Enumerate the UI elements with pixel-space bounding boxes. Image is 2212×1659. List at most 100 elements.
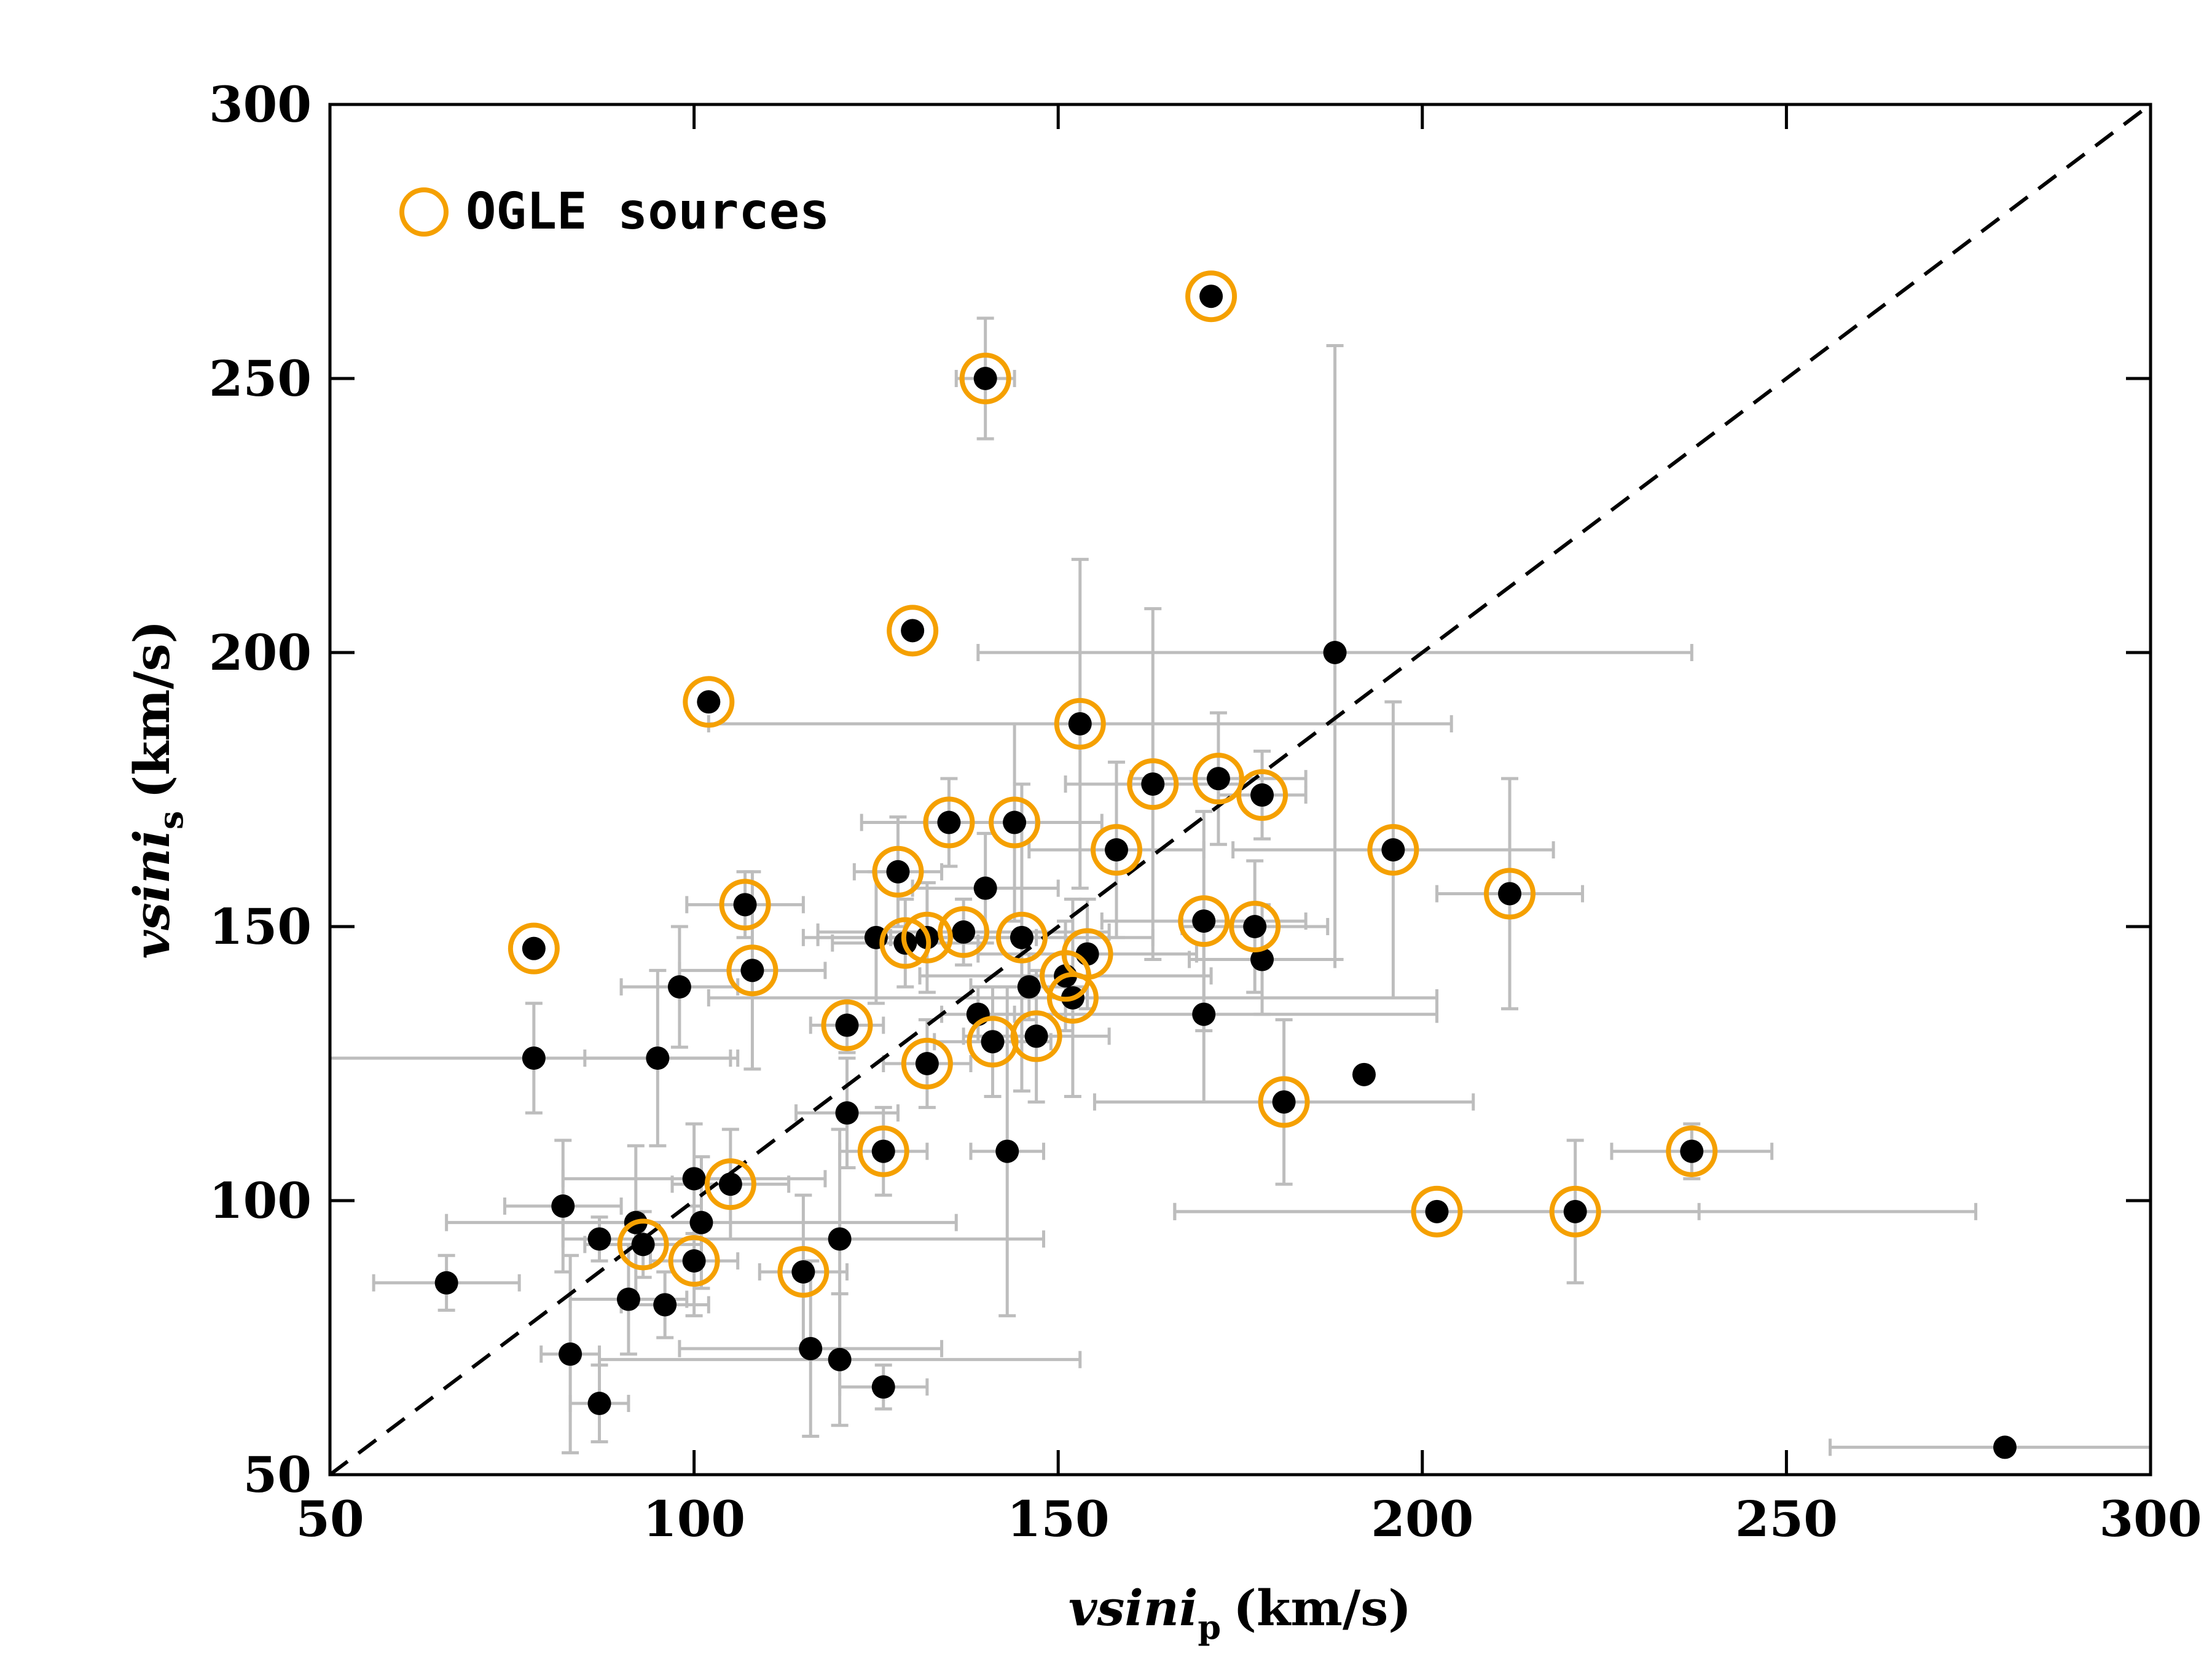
data-point — [559, 1342, 582, 1366]
x-tick-label: 250 — [1735, 1490, 1838, 1548]
y-tick-label: 150 — [209, 898, 312, 955]
ogle-ring — [857, 1125, 909, 1177]
data-point — [1192, 1002, 1216, 1026]
ogle-ring — [726, 944, 779, 997]
y-axis-title-sub: s — [151, 811, 190, 830]
ogle-ring — [1236, 769, 1288, 821]
ogle-ring — [668, 1235, 720, 1287]
ogle-ring — [938, 906, 990, 958]
plot-frame — [328, 103, 2152, 1477]
y-axis-title-units: (km/s) — [123, 621, 181, 799]
x-tick-label: 50 — [296, 1490, 364, 1548]
x-tick-label: 150 — [1007, 1490, 1110, 1548]
data-point — [653, 1293, 677, 1317]
data-point — [915, 1052, 939, 1075]
ogle-ring — [901, 1038, 953, 1089]
x-tick-label: 100 — [643, 1490, 745, 1548]
ogle-ring — [901, 911, 953, 963]
data-point — [973, 367, 997, 390]
data-point — [689, 1210, 713, 1234]
ogle-ring — [1054, 697, 1106, 750]
data-point — [1323, 641, 1347, 664]
data-point — [587, 1392, 611, 1416]
ogle-ring — [1127, 758, 1179, 810]
ogle-ring — [508, 922, 560, 975]
ogle-ring — [617, 1218, 669, 1271]
data-point — [1243, 915, 1267, 938]
y-tick-label: 250 — [209, 350, 312, 407]
legend-ogle-ring-icon — [399, 187, 449, 237]
data-point — [1003, 810, 1027, 834]
y-axis-title-main: vsin — [123, 848, 181, 959]
y-axis-title-italic: i — [123, 830, 181, 848]
ogle-ring — [1484, 868, 1536, 920]
data-point — [1352, 1062, 1376, 1086]
data-point — [1993, 1435, 2017, 1459]
ogle-ring — [821, 999, 873, 1051]
ogle-ring — [683, 676, 735, 728]
ogle-ring — [777, 1245, 830, 1298]
ogle-ring — [719, 879, 771, 931]
ogle-ring — [995, 911, 1048, 963]
ogle-ring — [1258, 1076, 1310, 1128]
ogle-ring — [1549, 1185, 1601, 1237]
x-axis-title-main: vsin — [1069, 1579, 1179, 1637]
data-point — [828, 1227, 852, 1251]
data-point — [981, 1030, 1005, 1054]
data-point — [871, 1375, 895, 1399]
data-point — [828, 1347, 852, 1371]
ogle-ring — [1192, 753, 1244, 805]
data-point — [1206, 767, 1230, 791]
data-point — [791, 1260, 815, 1284]
ogle-ring — [887, 605, 939, 657]
data-point — [1199, 284, 1223, 308]
data-point — [1563, 1199, 1587, 1223]
data-point — [522, 936, 546, 960]
y-tick-label: 300 — [209, 76, 312, 133]
data-point — [973, 876, 997, 900]
data-point — [682, 1167, 706, 1191]
y-tick-label: 200 — [209, 624, 312, 681]
data-point — [1381, 838, 1405, 862]
x-axis-title-sub: p — [1198, 1607, 1221, 1647]
data-point — [631, 1233, 655, 1257]
x-tick-label: 300 — [2100, 1490, 2202, 1548]
ogle-ring — [923, 796, 975, 849]
x-axis-title-units: (km/s) — [1233, 1579, 1411, 1637]
data-point — [835, 1013, 859, 1037]
y-tick-label: 100 — [209, 1172, 312, 1230]
data-point — [1075, 942, 1099, 966]
ogle-ring — [879, 917, 931, 969]
one-to-one-dashed-line — [329, 103, 2152, 1477]
data-point — [646, 1046, 670, 1070]
ogle-rings — [508, 270, 1718, 1298]
data-point — [667, 975, 691, 999]
ogle-ring — [1061, 928, 1113, 980]
data-point — [886, 860, 910, 884]
data-point — [522, 1046, 546, 1070]
x-axis-title: vsinip (km/s) — [1069, 1579, 1411, 1647]
data-point — [1192, 909, 1216, 933]
data-point — [1250, 783, 1274, 807]
ogle-ring — [1367, 824, 1419, 876]
data-point — [616, 1287, 640, 1311]
data-point — [1425, 1199, 1449, 1223]
data-point — [718, 1172, 742, 1196]
ogle-ring — [989, 796, 1041, 849]
data-point — [1680, 1139, 1704, 1163]
ogle-ring — [959, 353, 1011, 404]
data-point — [952, 920, 976, 944]
x-tick-label: 200 — [1371, 1490, 1473, 1548]
data-point — [1141, 772, 1165, 796]
data-point — [434, 1271, 458, 1295]
data-point — [1017, 975, 1041, 999]
data-point — [937, 810, 961, 834]
ogle-ring — [1411, 1185, 1463, 1237]
data-point — [995, 1139, 1019, 1163]
legend: OGLE sources — [399, 182, 830, 241]
x-axis-title-italic: i — [1179, 1579, 1198, 1637]
ogle-ring — [1178, 895, 1230, 947]
data-point — [587, 1227, 611, 1251]
y-axis-title: vsinis (km/s) — [123, 621, 190, 959]
